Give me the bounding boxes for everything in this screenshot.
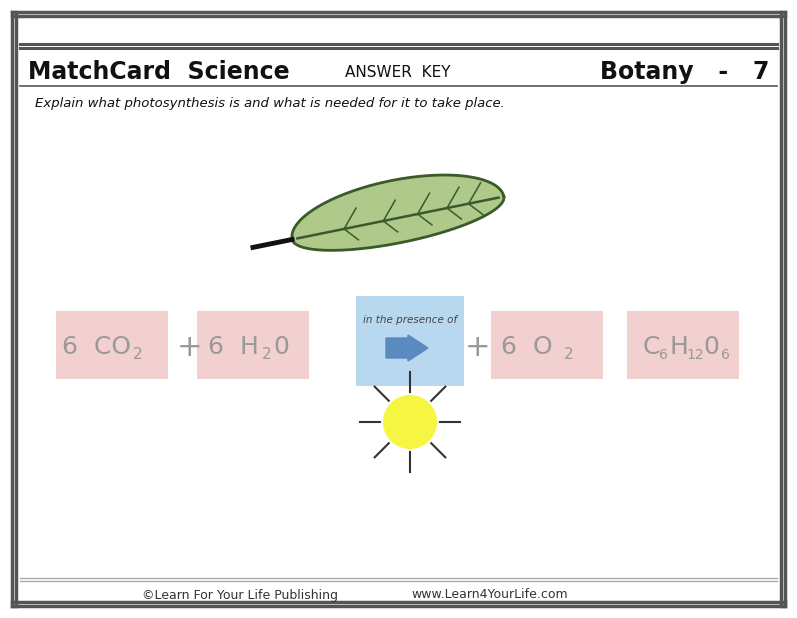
Text: H: H (669, 335, 689, 359)
Text: +: + (465, 332, 491, 362)
Text: www.Learn4YourLife.com: www.Learn4YourLife.com (412, 588, 568, 601)
Text: C: C (642, 335, 660, 359)
Text: 12: 12 (686, 348, 704, 362)
Text: MatchCard  Science: MatchCard Science (28, 60, 289, 84)
Text: 2: 2 (564, 347, 574, 362)
Text: ©Learn For Your Life Publishing: ©Learn For Your Life Publishing (142, 588, 338, 601)
Text: 6  CO: 6 CO (61, 335, 131, 359)
Text: +: + (177, 332, 202, 362)
Text: in the presence of: in the presence of (363, 315, 457, 325)
Text: 6  O: 6 O (501, 335, 553, 359)
Circle shape (384, 396, 436, 448)
FancyBboxPatch shape (491, 311, 603, 379)
FancyBboxPatch shape (197, 311, 309, 379)
FancyArrow shape (386, 335, 428, 361)
FancyBboxPatch shape (627, 311, 739, 379)
Text: 2: 2 (262, 347, 272, 362)
Text: 2: 2 (133, 347, 143, 362)
Text: 6: 6 (720, 348, 729, 362)
Text: 6: 6 (658, 348, 667, 362)
Text: Botany   -   7: Botany - 7 (599, 60, 769, 84)
Polygon shape (292, 175, 504, 250)
Text: Explain what photosynthesis is and what is needed for it to take place.: Explain what photosynthesis is and what … (35, 96, 505, 109)
Text: 6  H: 6 H (207, 335, 258, 359)
Text: 0: 0 (273, 335, 289, 359)
Text: ANSWER  KEY: ANSWER KEY (345, 64, 451, 80)
Text: 0: 0 (703, 335, 719, 359)
FancyBboxPatch shape (56, 311, 168, 379)
FancyBboxPatch shape (356, 296, 464, 386)
